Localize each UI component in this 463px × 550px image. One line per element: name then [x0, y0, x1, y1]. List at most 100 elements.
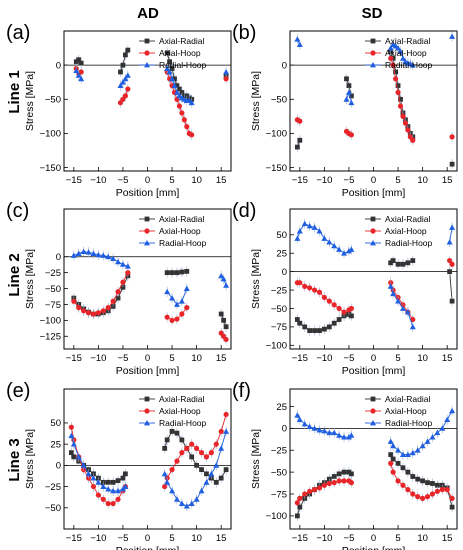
data-point	[400, 261, 406, 267]
x-tick-label: 15	[216, 533, 227, 544]
y-tick-label: −75	[271, 489, 287, 500]
data-point	[110, 255, 117, 262]
y-tick-label: 0	[56, 60, 61, 71]
x-tick-label: 10	[417, 353, 428, 364]
data-point	[118, 69, 123, 75]
y-tick-label: −150	[40, 163, 61, 174]
panel-label: (c)	[6, 200, 29, 222]
data-point	[184, 305, 190, 311]
legend-marker	[370, 228, 376, 234]
data-point	[294, 500, 300, 506]
legend-marker	[370, 420, 376, 426]
data-point	[167, 59, 173, 65]
data-point	[388, 460, 394, 466]
x-axis-label: Position [mm]	[342, 365, 406, 377]
y-tick-label: 25	[276, 249, 287, 260]
data-point	[198, 450, 205, 456]
data-point	[331, 474, 337, 479]
data-point	[169, 66, 175, 71]
data-point	[115, 496, 121, 502]
data-point	[68, 424, 74, 430]
data-point	[75, 453, 82, 460]
data-point	[321, 482, 327, 488]
data-point	[296, 416, 303, 423]
data-point	[119, 261, 126, 267]
data-point	[395, 298, 402, 304]
data-point	[95, 479, 102, 485]
data-point	[169, 467, 175, 473]
data-point	[439, 487, 445, 493]
x-tick-label: 10	[191, 533, 202, 544]
data-point	[164, 288, 171, 295]
legend-marker	[370, 216, 376, 222]
data-point	[444, 487, 450, 493]
data-point	[125, 86, 131, 92]
data-point	[122, 471, 128, 477]
legend-marker	[144, 38, 150, 44]
data-point	[316, 228, 323, 234]
data-point	[410, 491, 416, 497]
x-tick-label: −15	[292, 353, 308, 364]
chart-panel-c: (c)−15 −10 −5 0 5 10 150−25−50−75−100−125Posit…	[6, 200, 232, 377]
data-point	[321, 294, 327, 301]
data-point	[387, 438, 394, 444]
data-point	[425, 480, 430, 486]
legend-label: Axial-Hoop	[159, 48, 201, 58]
data-point	[162, 483, 168, 490]
y-tick-label: 25	[276, 402, 287, 413]
series-axial-radial	[73, 45, 229, 105]
column-label-sd: SD	[362, 5, 383, 22]
x-axis-label: Position [mm]	[116, 545, 180, 550]
x-tick-label: 5	[395, 353, 400, 364]
data-point	[120, 62, 126, 68]
data-point	[105, 479, 111, 485]
series-axial-hoop	[294, 255, 455, 325]
data-point	[218, 475, 224, 481]
data-point	[95, 310, 101, 316]
data-point	[120, 475, 126, 481]
data-point	[122, 52, 128, 58]
data-point	[115, 295, 121, 301]
data-point	[326, 239, 333, 245]
data-point	[164, 50, 170, 56]
y-tick-label: −50	[271, 304, 287, 315]
data-point	[402, 120, 409, 126]
chart-panel-d: (d)−15 −10 −5 0 5 10 1550250−25−50−75−100Posit…	[232, 200, 458, 377]
data-point	[115, 289, 121, 295]
data-point	[218, 272, 225, 279]
data-point	[71, 298, 77, 304]
data-point	[189, 454, 195, 460]
data-point	[414, 447, 421, 453]
data-point	[213, 441, 219, 447]
data-point	[409, 449, 416, 456]
data-point	[400, 465, 406, 471]
data-point	[169, 270, 175, 276]
y-tick-label: −50	[45, 95, 61, 106]
data-point	[387, 283, 394, 289]
data-point	[75, 250, 82, 256]
data-point	[76, 305, 82, 311]
series-line	[164, 430, 227, 483]
data-point	[399, 451, 406, 458]
data-point	[449, 495, 455, 501]
series-axial-hoop	[294, 458, 455, 508]
data-point	[311, 287, 318, 293]
x-tick-label: −5	[118, 353, 129, 364]
x-axis-label: Position [mm]	[342, 187, 406, 199]
data-point	[71, 454, 77, 460]
data-point	[307, 488, 313, 494]
data-point	[164, 314, 170, 320]
data-point	[321, 326, 327, 332]
y-tick-label: −150	[266, 163, 287, 174]
data-point	[387, 45, 394, 51]
legend-label: Radial-Hoop	[159, 60, 207, 70]
data-point	[390, 62, 396, 68]
data-point	[122, 75, 129, 82]
data-point	[85, 310, 92, 316]
data-point	[169, 317, 175, 323]
data-point	[80, 462, 87, 468]
data-point	[390, 456, 396, 462]
data-point	[424, 438, 431, 444]
data-point	[316, 427, 323, 433]
